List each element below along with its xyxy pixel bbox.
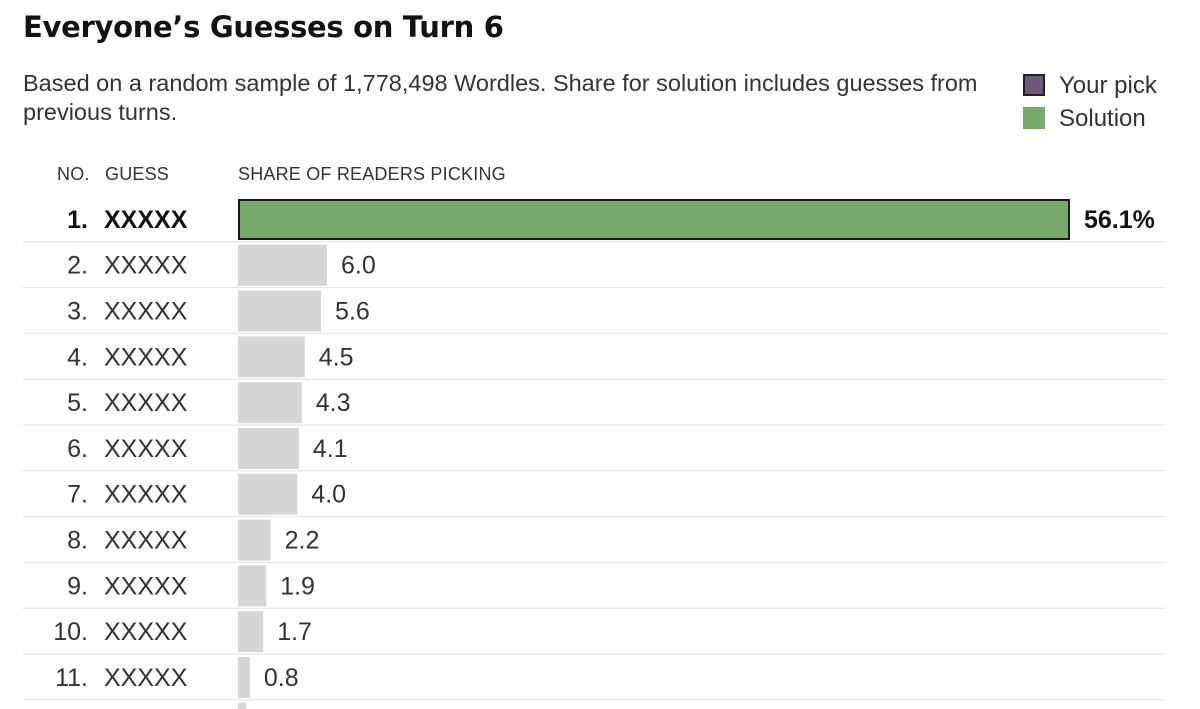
- guess-bar: [238, 519, 271, 561]
- row-number: 1.: [67, 206, 88, 234]
- guess-label: XXXXX: [104, 389, 188, 417]
- row-number: 9.: [67, 572, 88, 600]
- guess-label: XXXXX: [104, 664, 188, 692]
- value-label: 6.0: [341, 252, 376, 280]
- value-label: 4.5: [319, 343, 354, 371]
- guess-label: XXXXX: [104, 618, 188, 646]
- value-label: 5.6: [335, 298, 370, 326]
- column-header-guess: GUESS: [105, 164, 170, 184]
- guess-bar: [238, 473, 298, 515]
- value-label: 2.2: [285, 527, 320, 555]
- guess-label: XXXXX: [104, 252, 188, 280]
- guess-bar: [238, 336, 305, 378]
- row-number: 7.: [67, 481, 88, 509]
- value-label: 4.3: [316, 389, 351, 417]
- your-pick-swatch: [1023, 74, 1045, 96]
- column-header-no: NO.: [57, 164, 90, 184]
- value-label: 0.8: [264, 664, 299, 692]
- value-label: 56.1%: [1084, 206, 1155, 234]
- row-number: 11.: [55, 664, 88, 692]
- guess-label: XXXXX: [104, 435, 188, 463]
- guess-label: XXXXX: [104, 572, 188, 600]
- solution-swatch: [1023, 107, 1045, 129]
- guess-bar: [238, 290, 322, 332]
- row-number: 4.: [67, 343, 88, 371]
- guess-bar: [238, 382, 302, 424]
- row-number: 2.: [67, 252, 88, 280]
- next-guess-bar: [238, 702, 246, 709]
- row-number: 6.: [67, 435, 88, 463]
- column-header-share: SHARE OF READERS PICKING: [238, 164, 506, 184]
- guess-label: XXXXX: [104, 206, 188, 234]
- guess-bar: [238, 244, 327, 286]
- solution-bar: [238, 199, 1070, 240]
- guess-bar: [238, 428, 299, 469]
- row-number: 3.: [67, 298, 88, 326]
- guess-label: XXXXX: [104, 343, 188, 371]
- guess-label: XXXXX: [104, 527, 188, 555]
- legend-label-solution: Solution: [1059, 105, 1146, 132]
- value-label: 1.7: [277, 618, 312, 646]
- chart-title: Everyone’s Guesses on Turn 6: [23, 10, 504, 44]
- chart-subtitle: Based on a random sample of 1,778,498 Wo…: [23, 70, 978, 125]
- legend-label-your-pick: Your pick: [1059, 72, 1157, 99]
- guess-bar: [238, 657, 250, 698]
- guess-bar: [238, 611, 264, 653]
- guess-bar: [238, 565, 267, 607]
- guess-label: XXXXX: [104, 298, 188, 326]
- row-number: 5.: [67, 389, 88, 417]
- value-label: 4.0: [311, 481, 346, 509]
- row-number: 10.: [53, 618, 88, 646]
- guess-label: XXXXX: [104, 481, 188, 509]
- value-label: 1.9: [280, 572, 315, 600]
- row-number: 8.: [67, 527, 88, 555]
- value-label: 4.1: [313, 435, 348, 463]
